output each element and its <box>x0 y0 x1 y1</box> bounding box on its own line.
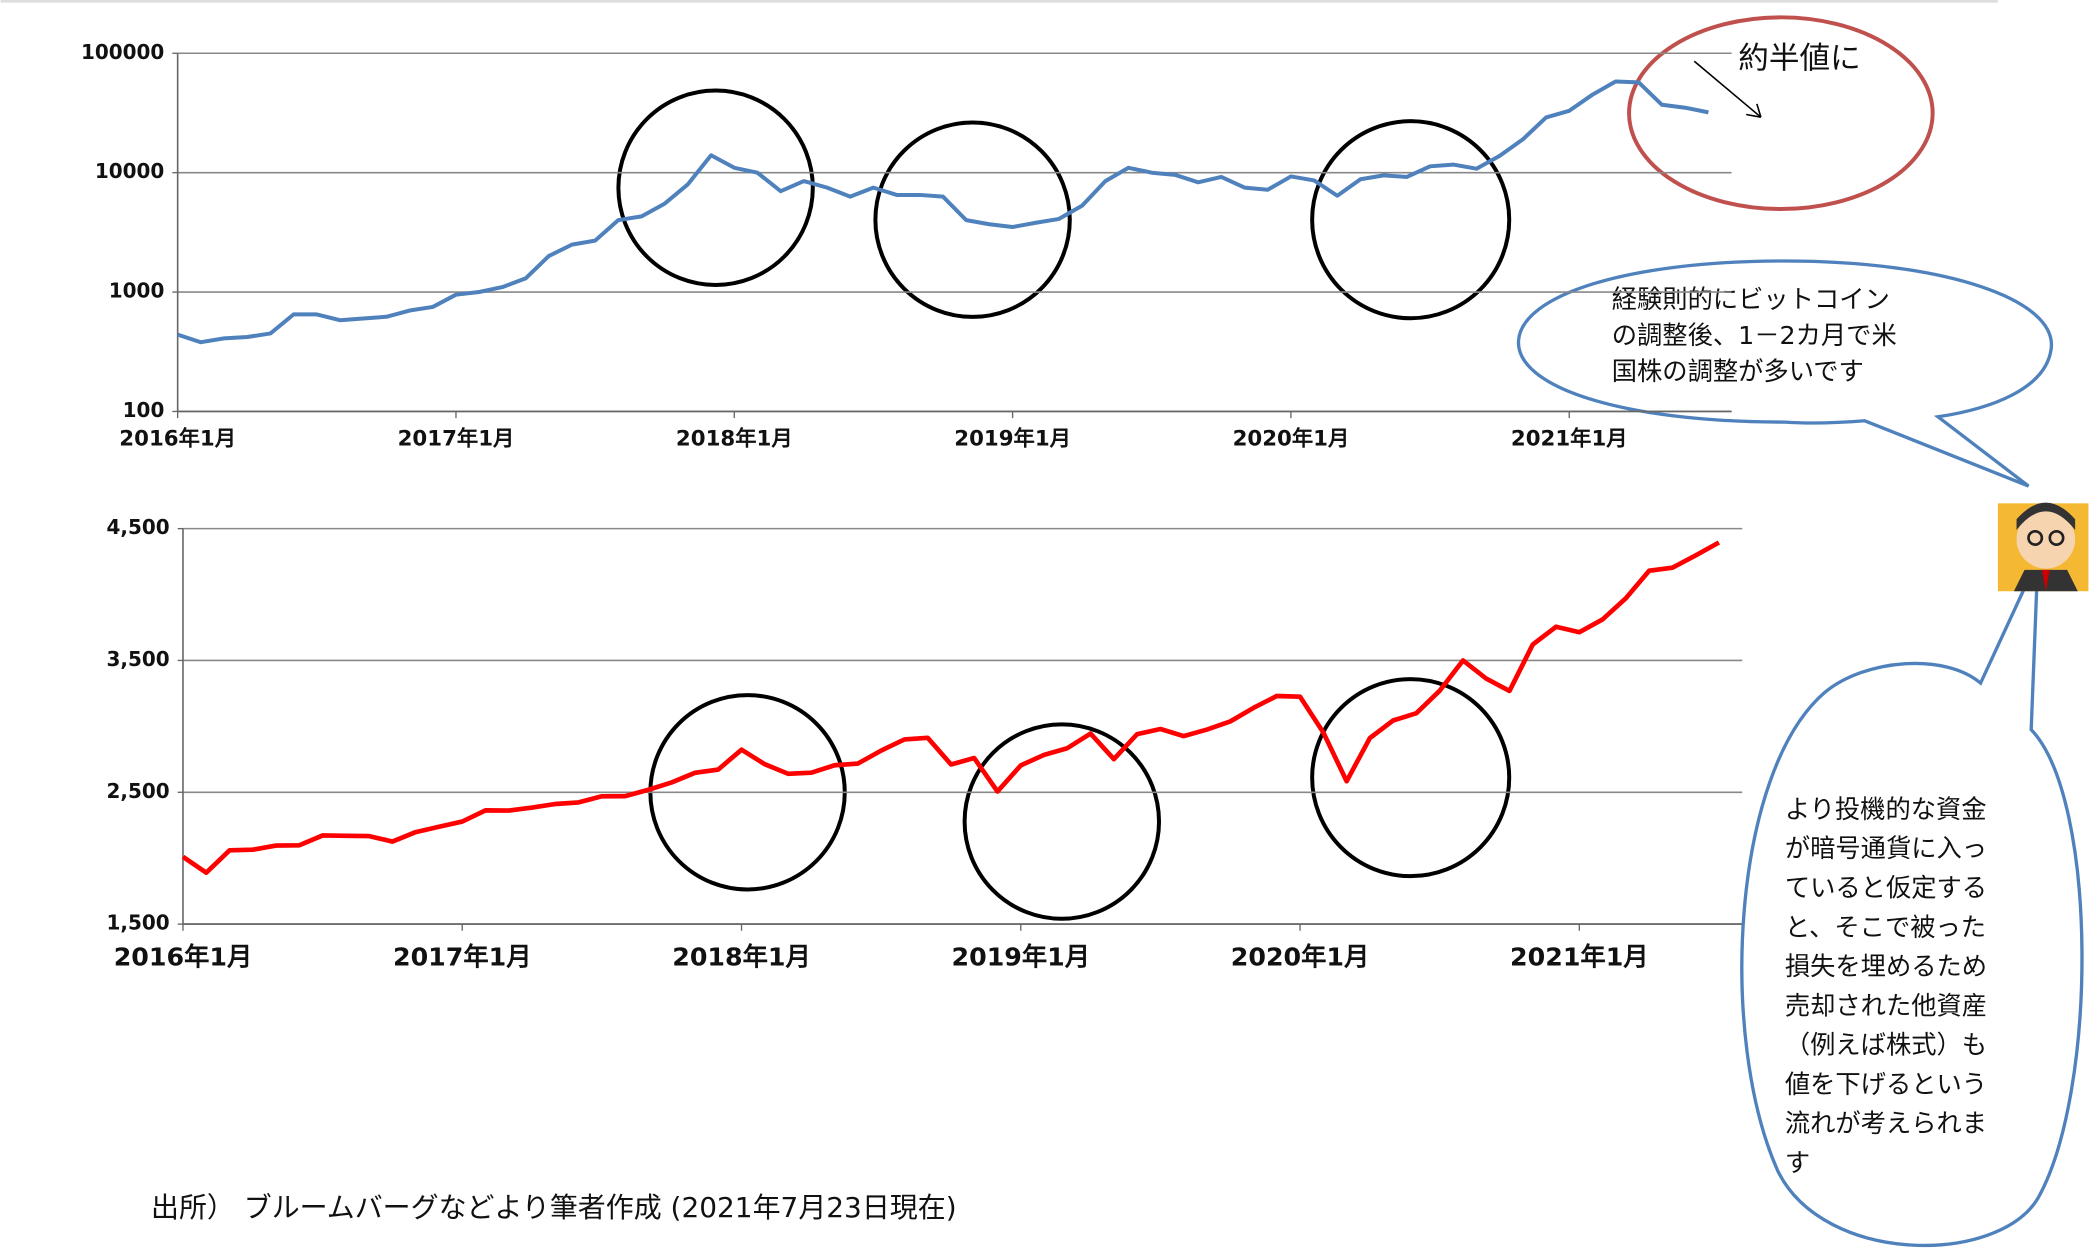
bubble-line: す <box>1785 1148 1810 1177</box>
bubble-line: より投機的な資金 <box>1785 795 1987 824</box>
y-tick-label: 1000 <box>109 279 165 303</box>
x-tick-label: 2021年1月 <box>1511 425 1628 451</box>
x-tick-label: 2020年1月 <box>1233 425 1350 451</box>
line <box>181 540 1721 876</box>
y-tick-label: 4,500 <box>106 515 169 539</box>
x-tick-label: 2018年1月 <box>676 425 793 451</box>
x-tick-label: 2017年1月 <box>398 425 515 451</box>
speech-bubble <box>1740 558 2084 1248</box>
bubble-line: 国株の調整が多いです <box>1612 357 1864 386</box>
x-tick-label: 2020年1月 <box>1231 943 1370 972</box>
arrow <box>1693 60 1762 118</box>
y-tick-label: 100000 <box>81 40 164 64</box>
bubble-line: が暗号通貨に入っ <box>1785 834 1987 863</box>
x-tick-label: 2019年1月 <box>954 425 1071 451</box>
author-icon <box>1997 502 2089 592</box>
x-tick-label: 2016年1月 <box>114 943 253 972</box>
bubble-text: より投機的な資金が暗号通貨に入っていると仮定すると、そこで被った損失を埋めるため… <box>1785 795 1987 1178</box>
line <box>177 79 1709 345</box>
x-tick-label: 2016年1月 <box>119 425 236 451</box>
bubble-line: 売却された他資産 <box>1785 991 1987 1020</box>
y-tick-label: 100 <box>123 398 165 422</box>
arrow-head <box>1746 103 1762 118</box>
x-tick-label: 2018年1月 <box>672 943 811 972</box>
y-tick-label: 3,500 <box>106 647 169 671</box>
x-tick-label: 2019年1月 <box>952 943 1091 972</box>
y-tick-label: 2,500 <box>106 779 169 803</box>
bubble-line: （例えば株式）も <box>1785 1031 1987 1060</box>
half-label: 約半値に <box>1738 41 1860 76</box>
bubble-line: ていると仮定する <box>1785 873 1987 902</box>
y-tick-label: 10000 <box>95 159 164 183</box>
bubble-line: の調整後、1－2カ月で米 <box>1612 321 1897 350</box>
x-tick-label: 2021年1月 <box>1510 943 1649 972</box>
bubble-line: と、そこで被った <box>1785 913 1986 942</box>
bubble-line: 流れが考えられま <box>1785 1109 1987 1138</box>
bubble-line: 経験則的にビットコイン <box>1612 285 1890 314</box>
x-tick-label: 2017年1月 <box>393 943 532 972</box>
speech-bubble <box>1516 259 2053 488</box>
red-ellipse <box>1627 15 1935 212</box>
bubble-line: 値を下げるという <box>1785 1070 1987 1099</box>
y-tick-label: 1,500 <box>106 911 169 935</box>
source-note: 出所） ブルームバーグなどより筆者作成 (2021年7月23日現在) <box>151 1191 957 1224</box>
bubble-line: 損失を埋めるため <box>1785 952 1987 981</box>
